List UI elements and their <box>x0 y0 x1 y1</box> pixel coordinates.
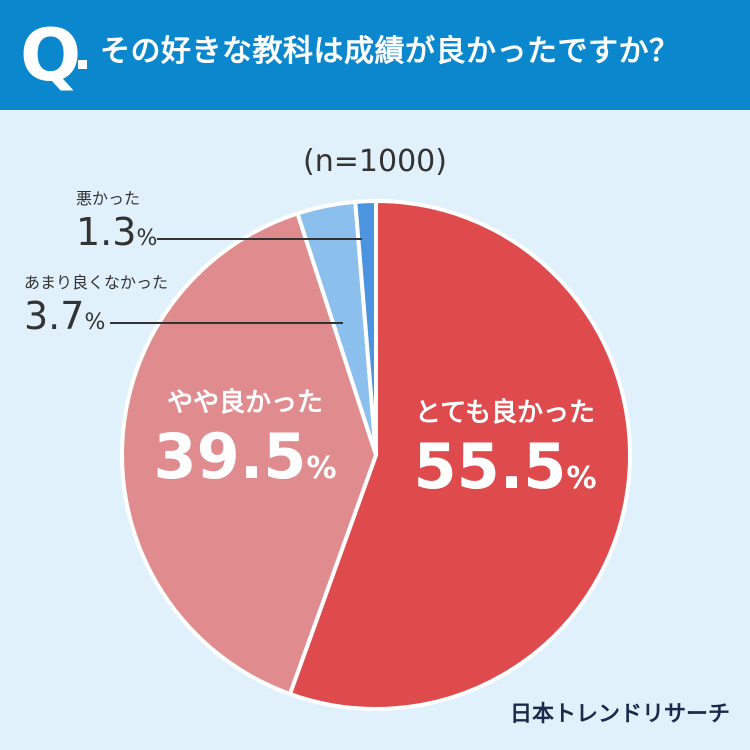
q-mark: Q <box>20 13 82 97</box>
slice-value: 3.7 <box>24 294 85 338</box>
slice-value: 39.5 <box>153 420 307 493</box>
slice-value: 1.3 <box>76 210 137 254</box>
slice-unit: % <box>136 226 158 251</box>
slice-name: あまり良くなかった <box>24 273 169 292</box>
slice-label-somewhat-good: やや良かった 39.5% <box>140 385 350 493</box>
slice-value: 55.5 <box>413 430 567 503</box>
brand-logo-text: 日本トレンドリサーチ <box>509 702 730 727</box>
slice-very-good <box>287 199 632 711</box>
slice-somewhat-good <box>120 211 378 696</box>
header-banner: Q その好きな教科は成績が良かったですか？ <box>0 0 750 110</box>
slice-unit: % <box>566 461 597 496</box>
slice-unit: % <box>84 310 106 335</box>
slice-bad <box>353 199 378 457</box>
q-dot-icon <box>78 60 87 69</box>
slice-name: とても良かった <box>415 398 595 428</box>
slice-name: 悪かった <box>76 189 141 208</box>
sample-size: (n=1000) <box>303 144 447 179</box>
slice-label-very-good: とても良かった 55.5% <box>400 395 610 503</box>
slice-label-not-very-good: あまり良くなかった 3.7% <box>24 272 168 338</box>
slice-unit: % <box>306 451 337 486</box>
slice-label-bad: 悪かった 1.3% <box>76 188 157 254</box>
slice-name: やや良かった <box>166 388 323 418</box>
question-title: その好きな教科は成績が良かったですか？ <box>100 34 680 69</box>
